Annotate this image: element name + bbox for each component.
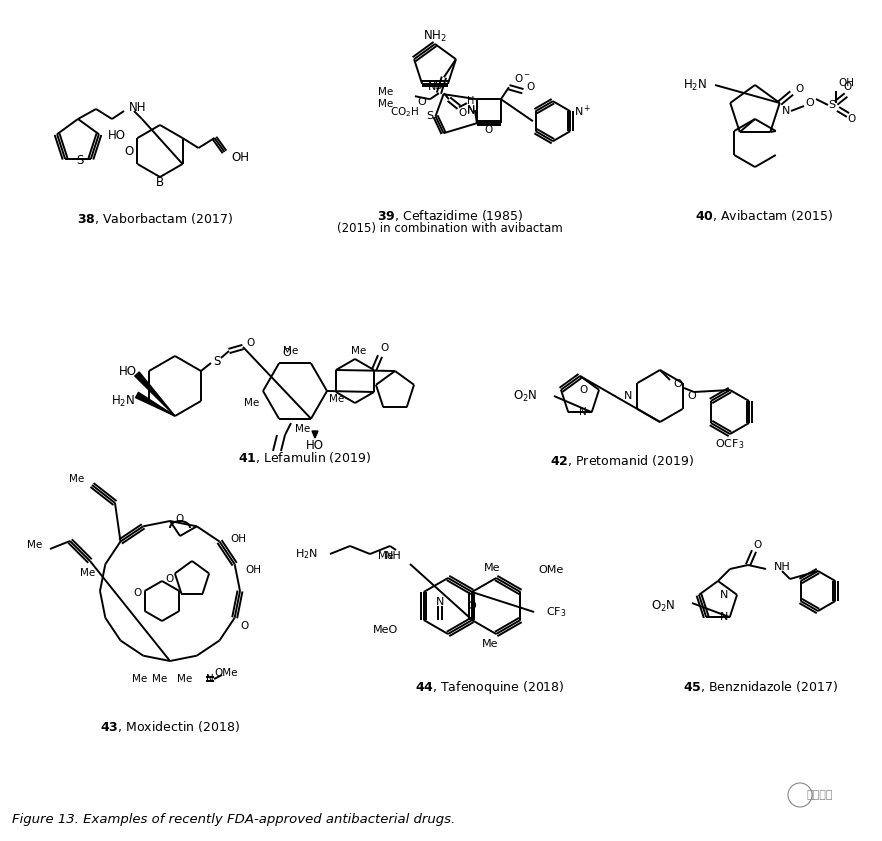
Text: $\mathbf{39}$, Ceftazidime (1985): $\mathbf{39}$, Ceftazidime (1985): [377, 208, 523, 223]
Text: N$^+$: N$^+$: [574, 103, 592, 119]
Text: O$^-$: O$^-$: [514, 72, 532, 84]
Text: N: N: [720, 612, 729, 622]
Text: N: N: [720, 590, 729, 600]
Text: NH: NH: [129, 101, 146, 114]
Text: O: O: [754, 540, 762, 550]
Text: OH: OH: [838, 78, 854, 88]
Text: HO: HO: [306, 438, 324, 452]
Text: O: O: [805, 98, 814, 108]
Text: H$_2$N: H$_2$N: [111, 394, 135, 409]
Text: HO: HO: [108, 129, 126, 141]
Text: S: S: [77, 154, 84, 167]
Text: Me: Me: [177, 674, 192, 684]
Text: O: O: [674, 379, 683, 389]
Text: H$_2$N: H$_2$N: [295, 547, 318, 561]
Text: Me: Me: [482, 639, 498, 649]
Text: OH: OH: [230, 534, 246, 544]
Text: S: S: [213, 355, 220, 368]
Text: O: O: [485, 125, 493, 135]
Text: CF$_3$: CF$_3$: [546, 606, 566, 619]
Text: Figure 13. Examples of recently FDA-approved antibacterial drugs.: Figure 13. Examples of recently FDA-appr…: [12, 812, 455, 826]
Text: $\mathbf{44}$, Tafenoquine (2018): $\mathbf{44}$, Tafenoquine (2018): [415, 679, 564, 696]
Text: OMe: OMe: [214, 668, 238, 678]
Text: N: N: [206, 674, 213, 684]
Text: Me: Me: [351, 346, 367, 356]
Text: O: O: [417, 98, 426, 107]
Text: O: O: [527, 82, 535, 93]
Text: O: O: [166, 574, 174, 584]
Text: Me: Me: [484, 563, 500, 573]
Text: OMe: OMe: [538, 565, 564, 575]
Text: S: S: [434, 78, 442, 92]
Text: NH: NH: [385, 551, 402, 561]
Text: Me: Me: [69, 474, 84, 484]
Polygon shape: [136, 393, 175, 416]
Text: HO: HO: [119, 364, 137, 378]
Text: N: N: [436, 597, 445, 607]
Text: Me: Me: [26, 540, 42, 550]
Text: O: O: [459, 108, 467, 119]
Text: O: O: [176, 514, 184, 524]
Text: NH$_2$: NH$_2$: [423, 29, 447, 44]
Text: O: O: [847, 114, 856, 124]
Polygon shape: [312, 431, 318, 438]
Text: (2015) in combination with avibactam: (2015) in combination with avibactam: [337, 221, 563, 235]
Text: Me: Me: [243, 398, 259, 408]
Text: NH: NH: [774, 562, 791, 572]
Text: $\mathbf{45}$, Benznidazole (2017): $\mathbf{45}$, Benznidazole (2017): [683, 680, 838, 695]
Text: Me: Me: [377, 87, 392, 98]
Text: O: O: [380, 343, 388, 353]
Text: O: O: [688, 391, 697, 401]
Text: O: O: [844, 82, 852, 92]
Text: Me: Me: [132, 674, 147, 684]
Text: O: O: [124, 145, 134, 157]
Text: N: N: [428, 82, 436, 93]
Text: N: N: [467, 105, 475, 115]
Text: N: N: [579, 407, 587, 417]
Text: $\mathbf{42}$, Pretomanid (2019): $\mathbf{42}$, Pretomanid (2019): [550, 452, 694, 468]
Text: Me: Me: [283, 346, 299, 356]
Text: O$_2$N: O$_2$N: [652, 599, 676, 614]
Text: S: S: [828, 100, 835, 110]
Text: OCF$_3$: OCF$_3$: [715, 437, 744, 451]
Text: 精准药物: 精准药物: [807, 790, 833, 800]
Text: O: O: [134, 588, 142, 598]
Text: OH: OH: [245, 565, 261, 575]
Text: O: O: [247, 338, 255, 348]
Text: O: O: [579, 385, 587, 395]
Text: MeO: MeO: [373, 625, 398, 635]
Text: Me: Me: [295, 424, 310, 434]
Text: O: O: [241, 621, 249, 631]
Text: $\mathbf{41}$, Lefamulin (2019): $\mathbf{41}$, Lefamulin (2019): [238, 449, 371, 464]
Text: Me: Me: [329, 394, 345, 404]
Text: Me: Me: [377, 99, 392, 109]
Text: N: N: [624, 391, 632, 401]
Text: N: N: [467, 106, 475, 116]
Text: $\mathbf{38}$, Vaborbactam (2017): $\mathbf{38}$, Vaborbactam (2017): [77, 210, 233, 225]
Text: N: N: [781, 106, 790, 116]
Text: O: O: [282, 348, 291, 358]
Text: CO$_2$H: CO$_2$H: [391, 105, 420, 119]
Text: $\mathbf{43}$, Moxidectin (2018): $\mathbf{43}$, Moxidectin (2018): [100, 718, 240, 733]
Text: Me: Me: [153, 674, 168, 684]
Polygon shape: [135, 372, 175, 416]
Text: S: S: [426, 111, 433, 121]
Text: O$_2$N: O$_2$N: [513, 389, 538, 404]
Text: O: O: [796, 84, 804, 94]
Text: H$_2$N: H$_2$N: [683, 77, 707, 93]
Text: Me: Me: [79, 568, 95, 578]
Text: $\mathbf{40}$, Avibactam (2015): $\mathbf{40}$, Avibactam (2015): [695, 208, 833, 223]
Text: B: B: [156, 176, 164, 188]
Text: O: O: [467, 601, 476, 611]
Text: Me: Me: [378, 551, 393, 561]
Text: OH: OH: [231, 151, 250, 163]
Text: H: H: [467, 96, 475, 106]
